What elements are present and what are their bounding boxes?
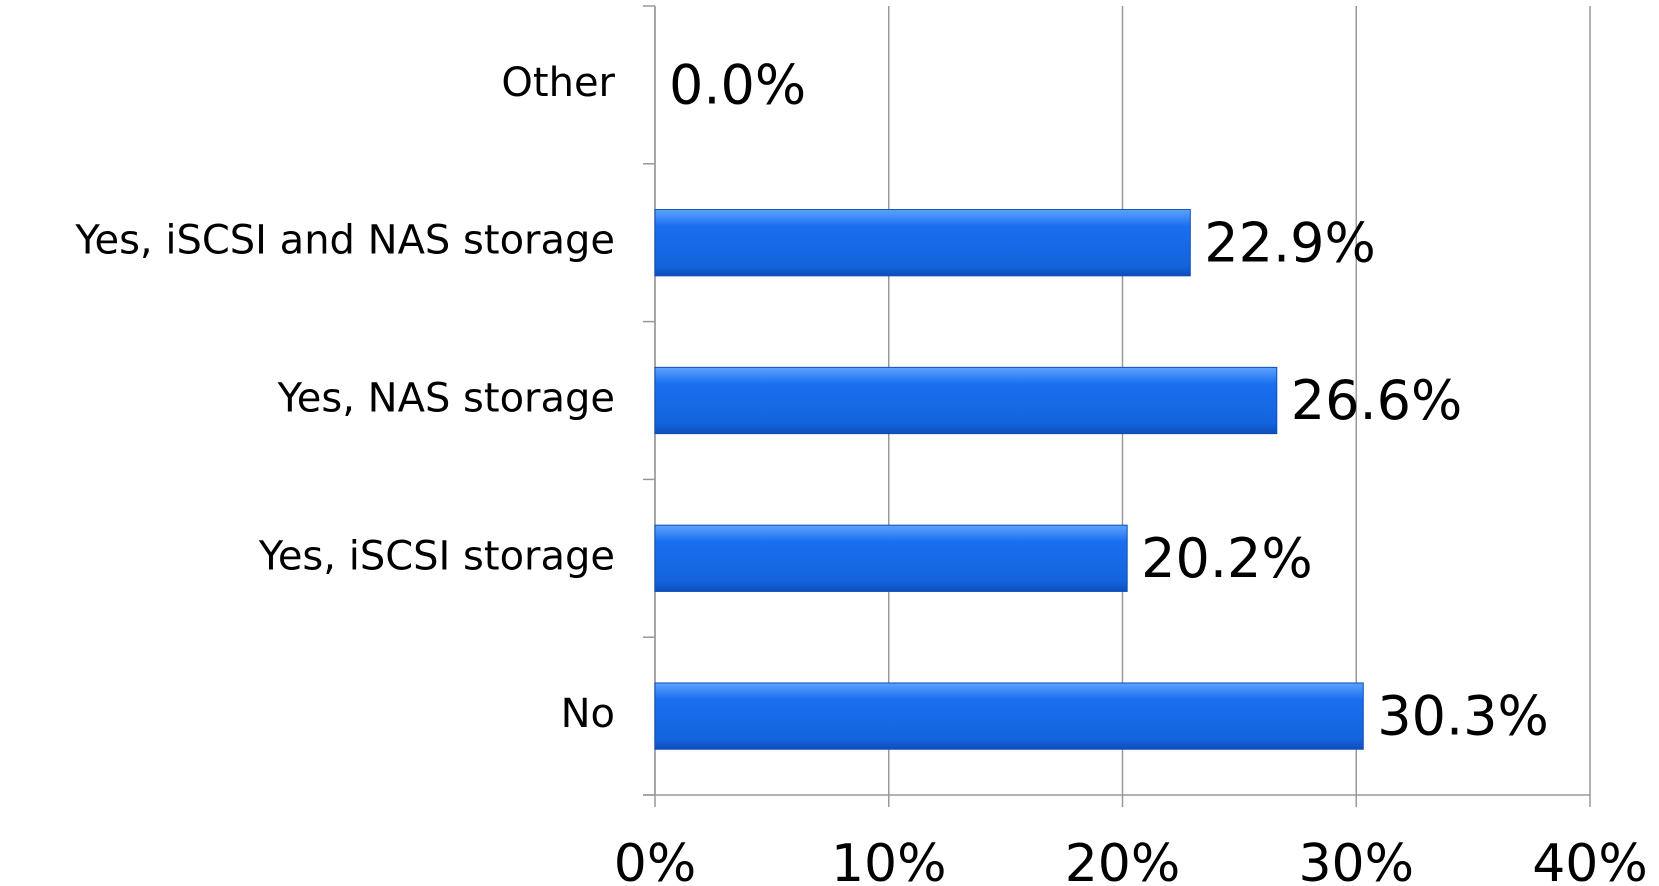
x-tick-label: 30% — [1298, 834, 1414, 886]
bar — [654, 524, 1128, 592]
x-tick-label: 10% — [831, 834, 947, 886]
bar — [654, 682, 1364, 750]
x-tick-label: 40% — [1532, 834, 1648, 886]
bar — [654, 366, 1278, 435]
value-label: 30.3% — [1377, 685, 1549, 748]
y-tick-label: No — [561, 691, 615, 737]
y-tick-label: Yes, NAS storage — [277, 376, 615, 422]
value-label: 26.6% — [1291, 369, 1463, 432]
value-label: 0.0% — [669, 54, 806, 117]
x-tick-label: 20% — [1065, 834, 1181, 886]
value-label: 22.9% — [1204, 211, 1376, 274]
y-tick-label: Yes, iSCSI and NAS storage — [74, 218, 615, 264]
bar — [654, 209, 1191, 277]
y-tick-label: Other — [501, 60, 615, 106]
value-label: 20.2% — [1141, 527, 1313, 590]
x-tick-label: 0% — [614, 834, 697, 886]
y-tick-label: Yes, iSCSI storage — [258, 533, 615, 579]
